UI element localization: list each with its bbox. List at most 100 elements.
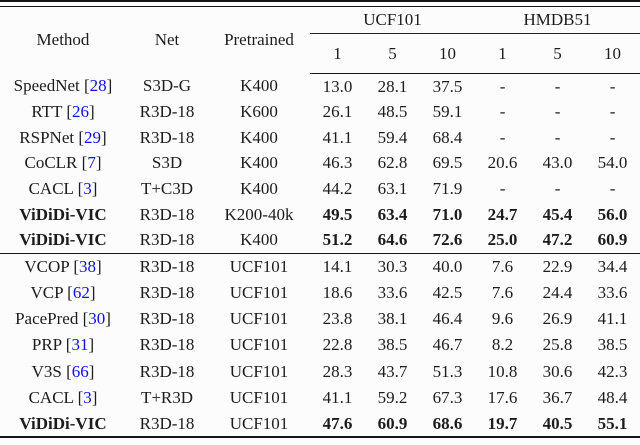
pretrained-cell: UCF101 (229, 335, 289, 355)
value-cell: 37.5 (432, 76, 463, 96)
value-cell: - (609, 179, 616, 199)
citation-link[interactable]: 7 (87, 153, 96, 173)
value-cell: 26.9 (542, 309, 573, 329)
value-cell: 22.8 (322, 335, 353, 355)
value-cell: 7.6 (491, 256, 514, 276)
value-cell: 45.4 (542, 204, 573, 224)
pretrained-cell: K400 (240, 127, 278, 147)
value-cell: 33.6 (377, 282, 408, 302)
value-cell: 71.9 (432, 179, 463, 199)
net-cell: T+C3D (140, 179, 194, 199)
value-cell: - (554, 127, 561, 147)
method-label: RSPNet (19, 127, 75, 147)
col-header-method: Method (36, 30, 90, 50)
value-cell: 41.1 (322, 127, 353, 147)
method-cell: CACL [3] (28, 387, 98, 407)
value-cell: 68.6 (432, 413, 463, 433)
value-cell: 71.0 (432, 204, 463, 224)
method-label: CACL (28, 179, 74, 199)
value-cell: 72.6 (432, 230, 463, 250)
value-cell: 20.6 (487, 153, 518, 173)
value-cell: 63.1 (377, 179, 408, 199)
table-row: PRP [31] R3D-18 UCF101 22.8 38.5 46.7 8.2 25.8 3… (0, 332, 640, 358)
citation-link[interactable]: 31 (71, 335, 89, 355)
value-cell: 46.7 (432, 335, 463, 355)
value-cell: 38.1 (377, 309, 408, 329)
citation-link[interactable]: 28 (89, 76, 107, 96)
pretrained-cell: UCF101 (229, 282, 289, 302)
citation-link[interactable]: 38 (78, 256, 96, 276)
value-cell: 43.7 (377, 361, 408, 381)
value-cell: 42.5 (432, 282, 463, 302)
value-cell: 14.1 (322, 256, 353, 276)
method-label: ViDiDi-VIC (19, 230, 107, 250)
method-cell: RSPNet [29] (19, 127, 107, 147)
value-cell: 33.6 (597, 282, 628, 302)
value-cell: 42.3 (597, 361, 628, 381)
subcol-hmdb51-top10: 10 (585, 33, 640, 74)
pretrained-cell: K400 (240, 179, 278, 199)
citation-link[interactable]: 30 (88, 309, 106, 329)
value-cell: 38.5 (377, 335, 408, 355)
value-cell: 46.3 (322, 153, 353, 173)
value-cell: 59.1 (432, 102, 463, 122)
table-row: SpeedNet [28] S3D-G K400 13.0 28.1 37.5 - - - (0, 74, 640, 100)
citation-link[interactable]: 26 (72, 102, 90, 122)
table-row: PacePred [30] R3D-18 UCF101 23.8 38.1 46.4 9.6… (0, 306, 640, 332)
table-row: RSPNet [29] R3D-18 K400 41.1 59.4 68.4 - - - (0, 125, 640, 151)
net-cell: T+R3D (140, 387, 194, 407)
net-cell: R3D-18 (139, 102, 195, 122)
value-cell: 7.6 (491, 282, 514, 302)
table-row: CACL [3] T+C3D K400 44.2 63.1 71.9 - - - (0, 176, 640, 202)
table-row: RTT [26] R3D-18 K600 26.1 48.5 59.1 - - - (0, 99, 640, 125)
value-cell: 59.4 (377, 127, 408, 147)
value-cell: 8.2 (491, 335, 514, 355)
value-cell: 24.4 (542, 282, 573, 302)
value-cell: 54.0 (597, 153, 628, 173)
value-cell: 59.2 (377, 387, 408, 407)
net-cell: R3D-18 (139, 282, 195, 302)
citation-link[interactable]: 66 (71, 361, 89, 381)
table-row: ViDiDi-VIC R3D-18 UCF101 47.6 60.9 68.6 19.7 40… (0, 411, 640, 437)
citation-link[interactable]: 29 (84, 127, 102, 147)
method-cell: ViDiDi-VIC (0, 202, 126, 228)
value-cell: 60.9 (597, 230, 628, 250)
citation-link[interactable]: 3 (83, 179, 92, 199)
pretrained-cell: K600 (240, 102, 278, 122)
net-cell: R3D-18 (139, 361, 195, 381)
value-cell: 48.5 (377, 102, 408, 122)
table-block-kinetics: SpeedNet [28] S3D-G K400 13.0 28.1 37.5- - - RTT… (0, 74, 640, 254)
value-cell: 48.4 (597, 387, 628, 407)
net-cell: S3D-G (142, 76, 192, 96)
value-cell: 67.3 (432, 387, 463, 407)
subcol-ucf101-top10: 10 (420, 33, 476, 74)
value-cell: 17.6 (487, 387, 518, 407)
value-cell: - (554, 76, 561, 96)
citation-link[interactable]: 62 (72, 282, 90, 302)
value-cell: 49.5 (322, 204, 353, 224)
value-cell: 41.1 (597, 309, 628, 329)
method-cell: PRP [31] (31, 335, 95, 355)
value-cell: 64.6 (377, 230, 408, 250)
value-cell: 41.1 (322, 387, 353, 407)
value-cell: - (609, 127, 616, 147)
value-cell: 56.0 (597, 204, 628, 224)
value-cell: 62.8 (377, 153, 408, 173)
method-cell: RTT [26] (31, 102, 95, 122)
value-cell: 55.1 (597, 413, 628, 433)
method-label: PRP (31, 335, 62, 355)
method-cell: VCP [62] (30, 282, 96, 302)
value-cell: 36.7 (542, 387, 573, 407)
value-cell: 43.0 (542, 153, 573, 173)
citation-link[interactable]: 3 (83, 387, 92, 407)
value-cell: 51.3 (432, 361, 463, 381)
value-cell: 18.6 (322, 282, 353, 302)
value-cell: 68.4 (432, 127, 463, 147)
table-block-ucf101: VCOP [38] R3D-18 UCF101 14.1 30.3 40.0 7.6 22.9… (0, 253, 640, 437)
value-cell: 22.9 (542, 256, 573, 276)
method-cell: VCOP [38] (24, 256, 102, 276)
net-cell: R3D-18 (139, 127, 195, 147)
value-cell: - (554, 179, 561, 199)
value-cell: 63.4 (377, 204, 408, 224)
method-label: ViDiDi-VIC (19, 204, 107, 224)
